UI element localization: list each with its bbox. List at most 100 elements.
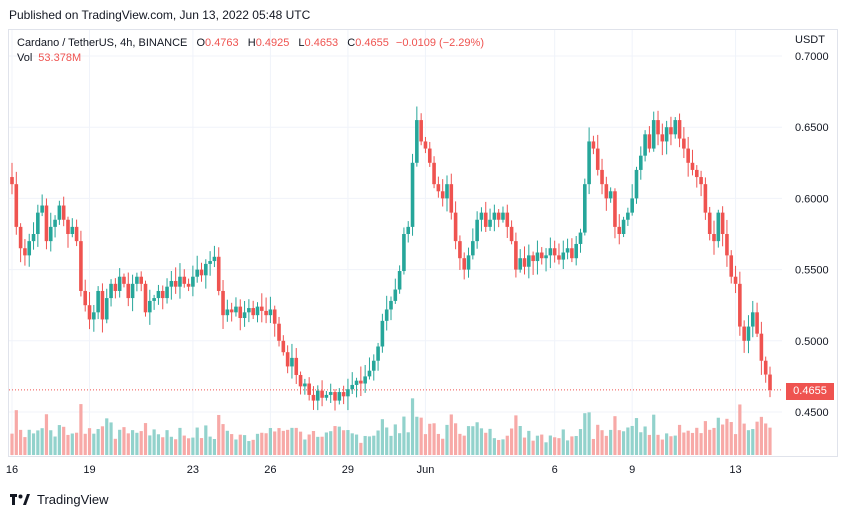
volume-bar — [36, 430, 40, 455]
volume-bar — [406, 432, 410, 455]
volume-bar — [428, 423, 432, 455]
candle-body — [755, 312, 759, 334]
candle-body — [208, 261, 212, 264]
volume-bar — [415, 416, 419, 455]
candle-body — [359, 380, 363, 384]
candle-body — [664, 127, 669, 142]
x-tick-label: Jun — [417, 464, 435, 476]
y-tick-label: 0.6000 — [795, 193, 829, 205]
candle-body — [36, 212, 40, 234]
volume-bar — [656, 434, 660, 455]
volume-bar — [488, 428, 492, 455]
candle-body — [578, 232, 583, 244]
candle-body — [259, 306, 264, 311]
candle-body — [617, 226, 622, 234]
volume-bar — [148, 435, 152, 455]
volume-bar — [492, 438, 496, 455]
symbol-label[interactable]: Cardano / TetherUS, 4h, BINANCE — [17, 37, 188, 49]
candle-body — [557, 255, 561, 260]
candle-body — [423, 141, 428, 149]
candle-body — [673, 120, 678, 135]
volume-label[interactable]: Vol — [17, 52, 33, 64]
candle-body — [406, 226, 411, 234]
volume-bar — [725, 418, 729, 455]
candle-body — [638, 155, 643, 170]
candle-body — [79, 241, 83, 291]
volume-bar — [372, 435, 376, 455]
x-tick-label: 16 — [6, 464, 18, 476]
volume-bar — [699, 433, 703, 455]
candle-body — [419, 120, 423, 142]
volume-bar — [686, 430, 690, 455]
volume-bar — [311, 430, 316, 455]
candle-body — [346, 389, 350, 397]
volume-bar — [389, 435, 393, 455]
tradingview-footer[interactable]: TradingView — [10, 492, 109, 507]
volume-bar — [273, 431, 277, 455]
candle-body — [643, 134, 647, 156]
candle-body — [686, 148, 690, 163]
volume-bar — [247, 441, 251, 455]
volume-bar — [759, 416, 763, 455]
volume-bar — [544, 442, 548, 455]
volume-bar — [27, 429, 31, 455]
volume-bar — [100, 426, 105, 455]
volume-bar — [751, 429, 755, 455]
volume-bar — [298, 431, 303, 455]
volume-bar — [294, 427, 298, 455]
tradingview-logo-icon — [10, 493, 30, 505]
volume-bar — [75, 432, 79, 455]
candle-body — [630, 198, 634, 213]
volume-bar — [342, 430, 346, 455]
candle-body — [225, 309, 230, 316]
volume-bar — [337, 426, 341, 455]
volume-bar — [79, 404, 83, 455]
candle-body — [436, 184, 441, 192]
candle-body — [750, 312, 755, 327]
x-tick-label: 19 — [83, 464, 95, 476]
volume-bar — [19, 429, 23, 455]
chart-frame — [8, 29, 838, 457]
volume-bar — [57, 425, 61, 455]
candle-body — [458, 241, 462, 259]
volume-bar — [251, 439, 255, 455]
volume-bar — [626, 427, 630, 455]
candle-body — [83, 290, 88, 306]
currency-label: USDT — [795, 34, 825, 46]
volume-value: 53.378M — [38, 52, 82, 64]
candle-body — [531, 255, 535, 262]
candle-body — [350, 384, 355, 390]
volume-bar — [359, 442, 363, 455]
volume-bar — [156, 434, 161, 455]
candle-body — [410, 162, 415, 227]
candle-body — [393, 289, 398, 301]
candle-body — [31, 234, 36, 242]
volume-bar — [49, 430, 53, 455]
volume-bar — [329, 431, 333, 455]
candle-body — [376, 346, 380, 361]
candle-body — [479, 212, 484, 220]
volume-bar — [471, 426, 475, 455]
volume-bar — [221, 424, 225, 455]
candle-body — [229, 309, 234, 313]
volume-bar — [346, 430, 350, 455]
candle-body — [432, 162, 436, 185]
volume-bar — [677, 424, 682, 455]
volume-bar — [454, 423, 458, 455]
volume-bar — [105, 418, 109, 455]
candle-body — [707, 212, 712, 234]
candle-body — [311, 394, 316, 401]
candle-body — [53, 219, 57, 227]
candle-body — [746, 326, 751, 341]
volume-bar — [449, 414, 453, 455]
volume-bar — [354, 434, 359, 455]
x-tick-label: 9 — [629, 464, 635, 476]
tradingview-brand: TradingView — [37, 492, 109, 507]
volume-bar — [712, 427, 716, 455]
candle-body — [320, 390, 324, 398]
volume-bar — [31, 433, 36, 455]
volume-bar — [234, 439, 238, 455]
y-tick-label: 0.7000 — [795, 51, 829, 63]
volume-bar — [83, 433, 87, 455]
candle-body — [509, 226, 514, 242]
